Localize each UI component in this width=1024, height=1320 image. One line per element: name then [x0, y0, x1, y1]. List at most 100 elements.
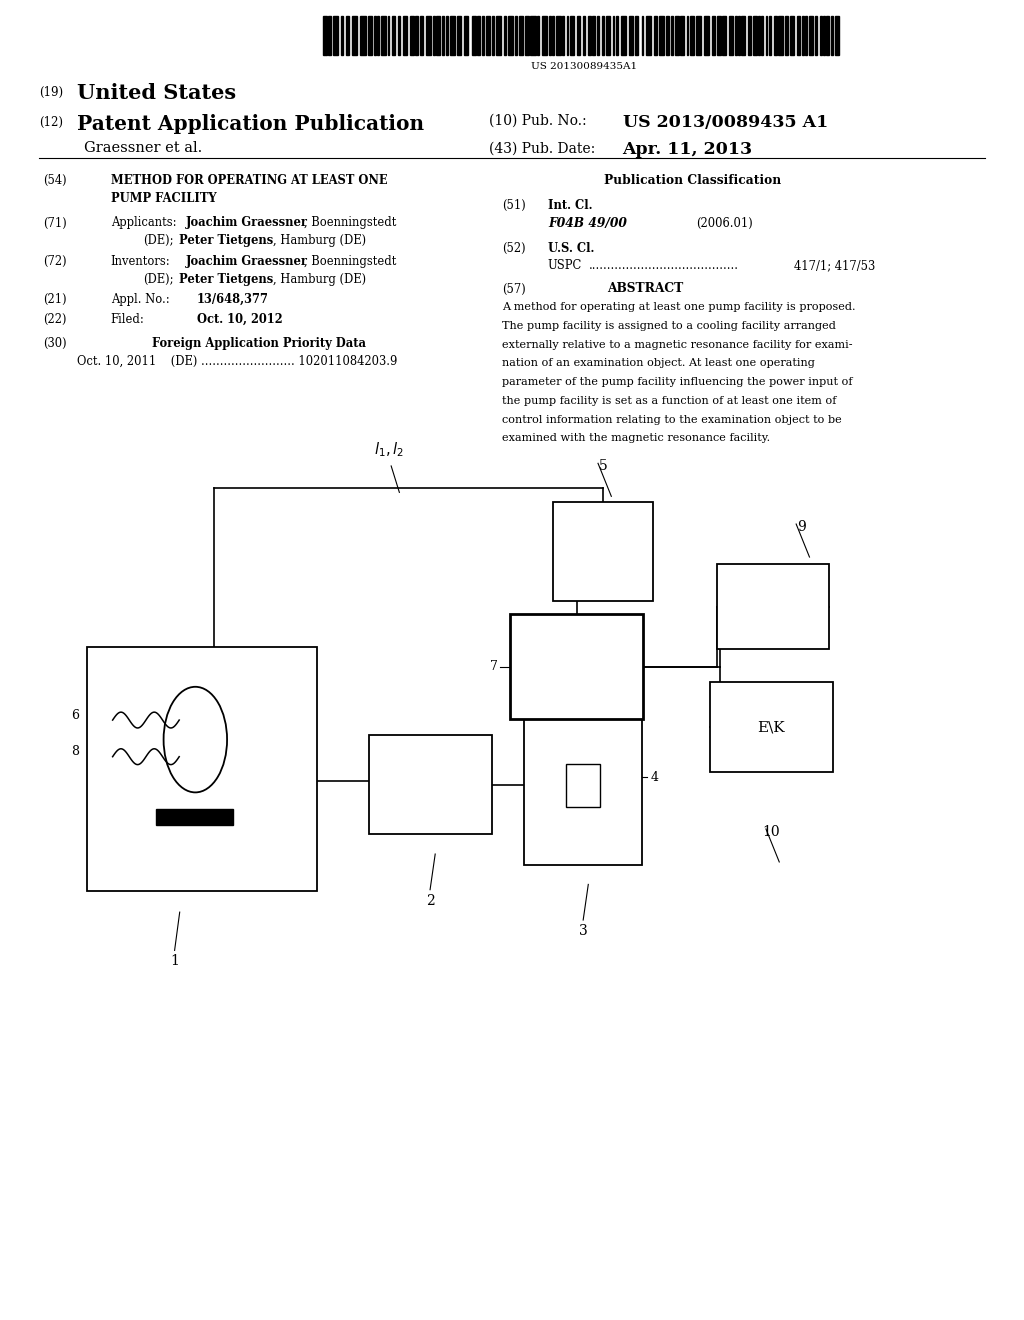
Bar	[553, 502, 653, 601]
Bar	[748, 16, 751, 55]
Text: (22): (22)	[43, 313, 67, 326]
Bar	[410, 16, 414, 55]
Bar	[784, 16, 787, 55]
Text: (72): (72)	[43, 255, 67, 268]
Bar	[509, 16, 513, 55]
Bar	[328, 16, 332, 55]
Bar	[654, 16, 657, 55]
Text: nation of an examination object. At least one operating: nation of an examination object. At leas…	[502, 359, 815, 368]
Bar	[426, 16, 431, 55]
Text: (43) Pub. Date:: (43) Pub. Date:	[489, 141, 596, 156]
Bar	[588, 16, 591, 55]
Text: , Boenningstedt: , Boenningstedt	[304, 216, 396, 230]
Text: 7: 7	[489, 660, 498, 673]
Bar	[388, 16, 389, 55]
Bar	[641, 16, 643, 55]
Bar	[530, 16, 536, 55]
Text: Appl. No.:: Appl. No.:	[111, 293, 169, 306]
Text: , Hamburg (DE): , Hamburg (DE)	[273, 272, 367, 285]
Text: United States: United States	[77, 83, 236, 103]
Bar	[646, 16, 651, 55]
Text: , Hamburg (DE): , Hamburg (DE)	[273, 235, 367, 247]
Text: (12): (12)	[39, 116, 62, 129]
Bar	[505, 16, 507, 55]
Bar	[734, 16, 736, 55]
Text: Peter Tietgens: Peter Tietgens	[179, 235, 273, 247]
Bar	[710, 682, 833, 772]
Bar	[703, 16, 709, 55]
Text: Filed:: Filed:	[111, 313, 144, 326]
Text: (DE);: (DE);	[143, 235, 174, 247]
Text: Oct. 10, 2011    (DE) ......................... 102011084203.9: Oct. 10, 2011 (DE) .....................…	[77, 354, 397, 367]
Bar	[550, 16, 551, 55]
Bar	[741, 16, 745, 55]
Bar	[433, 16, 435, 55]
Bar	[823, 16, 824, 55]
Bar	[635, 16, 638, 55]
Bar	[341, 16, 343, 55]
Text: , Boenningstedt: , Boenningstedt	[304, 255, 396, 268]
Bar	[525, 16, 529, 55]
Text: PUMP FACILITY: PUMP FACILITY	[111, 191, 216, 205]
Text: Applicants:: Applicants:	[111, 216, 176, 230]
Bar	[346, 16, 349, 55]
Bar	[797, 16, 800, 55]
Bar	[381, 16, 386, 55]
Bar	[157, 809, 233, 825]
Bar	[753, 16, 757, 55]
Text: US 2013/0089435 A1: US 2013/0089435 A1	[623, 114, 827, 131]
Bar	[458, 16, 462, 55]
Text: externally relative to a magnetic resonance facility for exami-: externally relative to a magnetic resona…	[502, 339, 852, 350]
Text: Publication Classification: Publication Classification	[604, 174, 781, 187]
Bar	[612, 16, 614, 55]
Bar	[722, 16, 725, 55]
Text: Graessner et al.: Graessner et al.	[84, 141, 202, 156]
Text: 13/648,377: 13/648,377	[197, 293, 268, 306]
Ellipse shape	[164, 686, 227, 792]
Text: Inventors:: Inventors:	[111, 255, 170, 268]
Bar	[403, 16, 407, 55]
Bar	[486, 16, 490, 55]
Text: Foreign Application Priority Data: Foreign Application Priority Data	[152, 337, 366, 350]
Bar	[510, 614, 643, 719]
Text: Joachim Graessner: Joachim Graessner	[186, 255, 308, 268]
Bar	[472, 16, 476, 55]
Text: 6: 6	[71, 709, 79, 722]
Bar	[629, 16, 633, 55]
Bar	[766, 16, 767, 55]
Bar	[562, 16, 563, 55]
Text: 4: 4	[650, 771, 658, 784]
Bar	[769, 16, 770, 55]
Bar	[809, 16, 813, 55]
Bar	[689, 16, 693, 55]
Text: (71): (71)	[43, 216, 67, 230]
Text: U.S. Cl.: U.S. Cl.	[548, 242, 594, 255]
Text: (21): (21)	[43, 293, 67, 306]
Bar	[686, 16, 688, 55]
Text: Apr. 11, 2013: Apr. 11, 2013	[623, 141, 753, 158]
Text: (57): (57)	[502, 282, 525, 296]
Bar	[538, 16, 540, 55]
Text: 5: 5	[599, 459, 607, 474]
Bar	[597, 16, 599, 55]
Bar	[374, 16, 376, 55]
Bar	[658, 16, 664, 55]
Text: METHOD FOR OPERATING AT LEAST ONE: METHOD FOR OPERATING AT LEAST ONE	[111, 174, 387, 187]
Text: (10) Pub. No.:: (10) Pub. No.:	[489, 114, 587, 128]
Text: 9: 9	[797, 520, 806, 535]
Text: examined with the magnetic resonance facility.: examined with the magnetic resonance fac…	[502, 433, 770, 444]
Bar	[802, 16, 804, 55]
Text: (54): (54)	[43, 174, 67, 187]
Bar	[712, 16, 715, 55]
Bar	[717, 564, 829, 649]
Bar	[556, 16, 561, 55]
Bar	[728, 16, 732, 55]
Text: USPC: USPC	[548, 260, 582, 272]
Text: Patent Application Publication: Patent Application Publication	[77, 114, 424, 133]
Text: Joachim Graessner: Joachim Graessner	[186, 216, 308, 230]
Text: Oct. 10, 2012: Oct. 10, 2012	[197, 313, 283, 326]
Bar	[578, 16, 580, 55]
Text: P: P	[555, 680, 564, 693]
Text: A method for operating at least one pump facility is proposed.: A method for operating at least one pump…	[502, 302, 855, 313]
Bar	[567, 16, 568, 55]
